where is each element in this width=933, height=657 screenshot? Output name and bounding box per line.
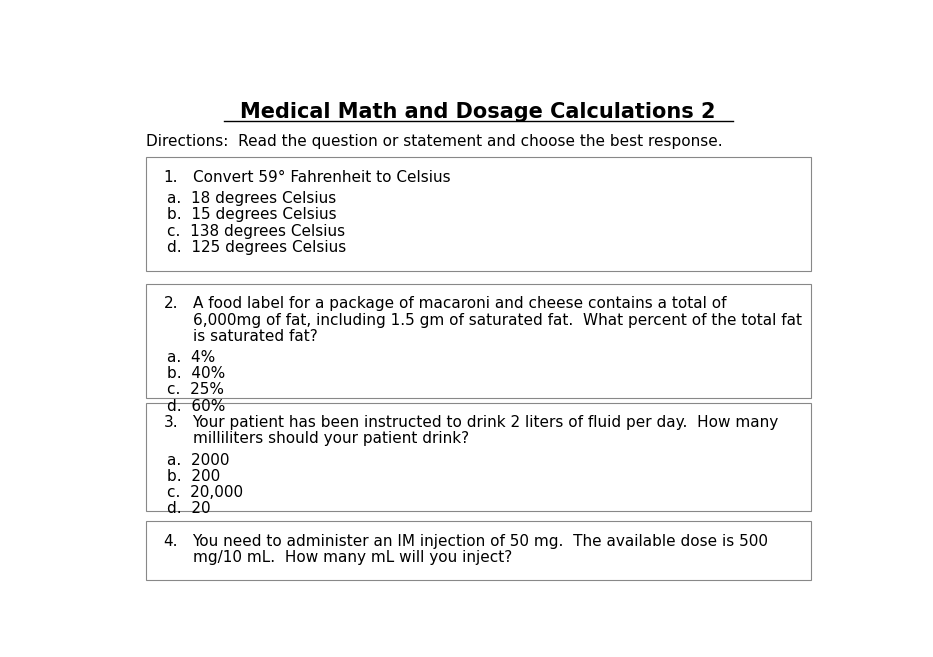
Bar [146, 284, 811, 397]
Text: a.  18 degrees Celsius: a. 18 degrees Celsius [167, 191, 337, 206]
Text: b.  200: b. 200 [167, 469, 220, 484]
Text: c.  20,000: c. 20,000 [167, 485, 244, 500]
Text: Directions:  Read the question or statement and choose the best response.: Directions: Read the question or stateme… [146, 135, 722, 150]
Text: b.  15 degrees Celsius: b. 15 degrees Celsius [167, 208, 337, 222]
Bar [146, 157, 811, 271]
Bar [146, 522, 811, 579]
Text: a.  2000: a. 2000 [167, 453, 230, 468]
Text: d.  20: d. 20 [167, 501, 211, 516]
Text: 1.: 1. [163, 170, 178, 185]
Text: d.  125 degrees Celsius: d. 125 degrees Celsius [167, 240, 346, 255]
Text: 2.: 2. [163, 296, 178, 311]
Text: mg/10 mL.  How many mL will you inject?: mg/10 mL. How many mL will you inject? [192, 551, 512, 565]
Text: Convert 59° Fahrenheit to Celsius: Convert 59° Fahrenheit to Celsius [192, 170, 451, 185]
Text: You need to administer an IM injection of 50 mg.  The available dose is 500: You need to administer an IM injection o… [192, 534, 769, 549]
Text: A food label for a package of macaroni and cheese contains a total of: A food label for a package of macaroni a… [192, 296, 726, 311]
Text: Medical Math and Dosage Calculations 2: Medical Math and Dosage Calculations 2 [241, 102, 716, 122]
Text: b.  40%: b. 40% [167, 366, 226, 381]
Bar [146, 403, 811, 511]
Text: 6,000mg of fat, including 1.5 gm of saturated fat.  What percent of the total fa: 6,000mg of fat, including 1.5 gm of satu… [192, 313, 801, 328]
Text: c.  25%: c. 25% [167, 382, 224, 397]
Text: 4.: 4. [163, 534, 178, 549]
Text: Your patient has been instructed to drink 2 liters of fluid per day.  How many: Your patient has been instructed to drin… [192, 415, 779, 430]
Text: c.  138 degrees Celsius: c. 138 degrees Celsius [167, 223, 345, 238]
Text: 3.: 3. [163, 415, 178, 430]
Text: d.  60%: d. 60% [167, 399, 226, 413]
Text: is saturated fat?: is saturated fat? [192, 328, 317, 344]
Text: a.  4%: a. 4% [167, 350, 216, 365]
Text: milliliters should your patient drink?: milliliters should your patient drink? [192, 432, 468, 447]
